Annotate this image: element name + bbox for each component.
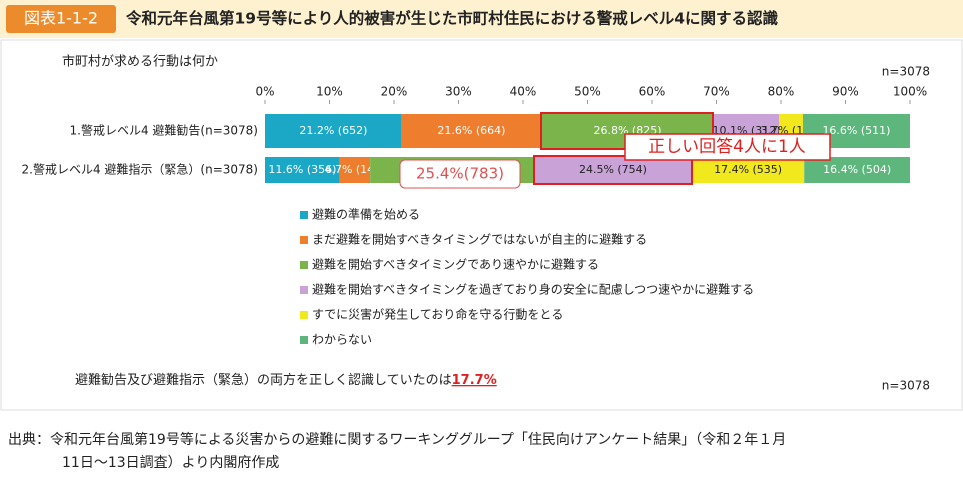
bar-segment [401,114,542,148]
bar-segment [804,157,910,183]
legend-swatch [300,336,308,344]
header-title: 令和元年台風第19号等により人的被害が生じた市町村住民における警戒レベル4に関す… [125,9,779,28]
legend-swatch [300,261,308,269]
y-tick-label: 2.警戒レベル4 避難指示（緊急）(n=3078) [22,162,258,177]
legend-label: まだ避難を開始すべきタイミングではないが自主的に避難する [312,232,647,247]
source-line: 11日～13日調査）より内閣府作成 [62,455,279,471]
n-top: n=3078 [882,65,930,79]
note-text: 避難勧告及び避難指示（緊急）の両方を正しく認識していたのは [75,372,452,388]
source-line: 出典：令和元年台風第19号等による災害からの避難に関するワーキンググループ「住民… [8,431,786,448]
panel [0,39,963,411]
x-tick-label: 60% [639,85,666,99]
header-band [0,0,963,38]
header-label: 図表1-1-2 [24,9,98,28]
x-tick-label: 90% [832,85,859,99]
legend-label: 避難を開始すべきタイミングであり速やかに避難する [312,257,599,272]
legend-label: 避難の準備を始める [312,207,420,222]
legend-swatch [300,211,308,219]
bar-segment [533,157,692,183]
highlight [533,155,693,185]
x-tick-label: 40% [510,85,537,99]
x-tick-label: 100% [893,85,927,99]
callout-box [399,159,521,189]
legend-label: わからない [312,333,372,347]
header-label-box [6,5,116,33]
note-value: 17.7% [452,373,497,388]
legend-label: すでに災害が発生しており命を守る行動をとる [312,307,563,322]
value-label: 16.4% (504) [823,163,891,176]
bar-segment [265,157,340,183]
x-tick-label: 80% [768,85,795,99]
callout-box [624,133,831,161]
value-label: 25.4%(783) [416,165,504,183]
value-label: 16.6% (511) [822,124,890,137]
value-label: 21.6% (664) [437,124,505,137]
bar-segment [691,157,805,183]
subtitle: 市町村が求める行動は何か [62,54,218,70]
legend-swatch [300,236,308,244]
x-tick-label: 20% [381,85,408,99]
bar-segment [265,114,402,148]
value-label: 21.2% (652) [299,124,367,137]
x-tick-label: 50% [574,85,601,99]
legend-swatch [300,311,308,319]
value-label: 17.4% (535) [714,163,782,176]
note: 避難勧告及び避難指示（緊急）の両方を正しく認識していたのは17.7% [75,372,497,388]
bar-segment [339,157,371,183]
x-tick-label: 30% [445,85,472,99]
x-tick-label: 70% [703,85,730,99]
y-tick-label: 1.警戒レベル4 避難勧告(n=3078) [70,123,258,138]
legend-swatch [300,286,308,294]
annotation: 正しい回答4人に1人 [648,137,806,157]
n-bottom: n=3078 [882,379,930,393]
legend-label: 避難を開始すべきタイミングを過ぎており身の安全に配慮しつつ速やかに避難する [312,282,754,297]
value-label: 11.6% (356) [268,163,336,176]
x-tick-label: 0% [255,85,274,99]
x-tick-label: 10% [316,85,343,99]
value-label: 24.5% (754) [579,163,647,176]
